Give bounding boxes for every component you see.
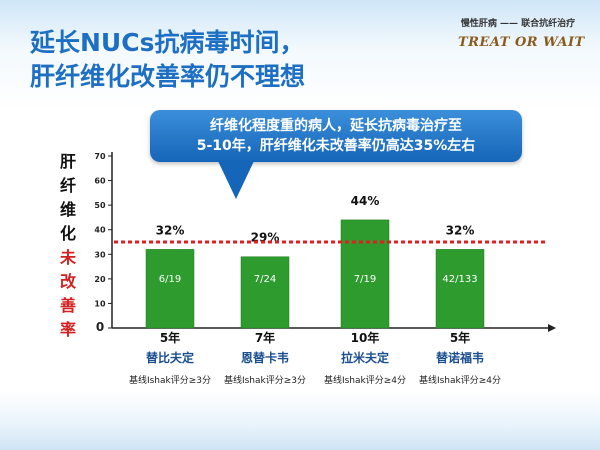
callout-box: 纤维化程度重的病人，延长抗病毒治疗至 5-10年，肝纤维化未改善率仍高达35%左… [150, 110, 522, 162]
y-axis-label-char: 化 [59, 224, 76, 243]
y-axis-label-char: 改 [59, 272, 76, 291]
y-axis-label: 肝纤维化未改善率 [58, 150, 78, 342]
x-duration-label: 5年 [450, 330, 470, 345]
bar-inner-label: 7/19 [354, 274, 376, 285]
x-category-label: 替比夫定 [146, 350, 194, 365]
footer-background [0, 390, 600, 450]
x-baseline-label: 基线Ishak评分≥4分 [419, 374, 501, 386]
bar-inner-label: 7/24 [254, 274, 276, 285]
bar [145, 249, 195, 329]
x-baseline-label: 基线Ishak评分≥3分 [224, 374, 306, 386]
y-axis-label-char: 维 [59, 200, 76, 219]
callout-line-1: 纤维化程度重的病人，延长抗病毒治疗至 [210, 118, 462, 134]
bar [340, 219, 390, 329]
callout-pointer [218, 161, 254, 199]
brand-tagline: 慢性肝病 —— 联合抗纤治疗 [460, 19, 576, 29]
y-axis-label-char: 率 [59, 320, 76, 339]
y-tick-label: 70 [94, 152, 106, 161]
title-line-1: 延长NUCs抗病毒时间， [30, 28, 305, 57]
x-baseline-label: 基线Ishak评分≥4分 [324, 374, 406, 386]
y-axis-label-char: 未 [59, 248, 76, 267]
x-axis-arrow [548, 324, 556, 332]
bar-value-label: 32% [156, 223, 185, 237]
y-tick-label: 10 [94, 299, 106, 308]
y-axis-label-char: 善 [59, 296, 76, 315]
bar-inner-label: 42/133 [442, 274, 477, 285]
bar-inner-label: 6/19 [159, 274, 181, 285]
title-line-2: 肝纤维化改善率仍不理想 [30, 62, 306, 91]
x-duration-label: 5年 [160, 330, 180, 345]
y-tick-label: 50 [94, 201, 106, 210]
callout-line-2: 5-10年，肝纤维化未改善率仍高达35%左右 [196, 138, 476, 154]
bar [240, 256, 290, 329]
x-duration-label: 10年 [351, 330, 380, 345]
slide-title: 延长NUCs抗病毒时间， 肝纤维化改善率仍不理想 [30, 26, 305, 94]
bar [435, 249, 485, 329]
x-category-label: 拉米夫定 [341, 350, 389, 365]
y-axis-label-char: 纤 [59, 176, 76, 195]
bar-value-label: 32% [446, 223, 475, 237]
x-category-label: 恩替卡韦 [241, 350, 289, 365]
x-duration-label: 7年 [255, 330, 275, 345]
y-tick-label: 0 [96, 320, 104, 334]
y-tick-label: 60 [94, 177, 106, 186]
y-tick-label: 30 [94, 250, 106, 259]
y-tick-label: 20 [94, 275, 106, 284]
bar-value-label: 44% [351, 194, 380, 208]
brand-logo-block: 慢性肝病 —— 联合抗纤治疗 TREAT OR WAIT [458, 16, 585, 50]
header-background [0, 0, 600, 110]
y-axis-label-char: 肝 [59, 152, 76, 171]
x-baseline-label: 基线Ishak评分≥3分 [129, 374, 211, 386]
brand-logo: TREAT OR WAIT [458, 35, 585, 50]
x-category-label: 替诺福韦 [436, 350, 484, 365]
y-tick-label: 40 [94, 226, 106, 235]
